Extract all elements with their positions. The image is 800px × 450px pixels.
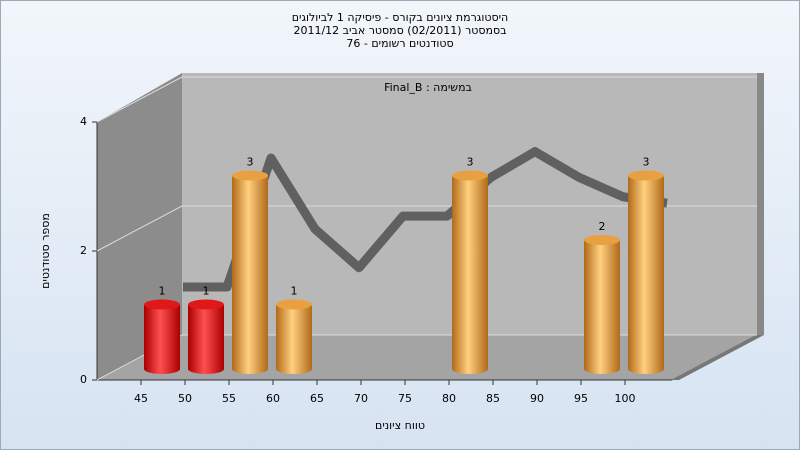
- value-label: 2: [599, 220, 606, 233]
- bar-top: [144, 299, 180, 310]
- annotation: Final_B : במשימה: [384, 81, 472, 94]
- value-label: 3: [643, 156, 650, 169]
- value-label: 3: [467, 156, 474, 169]
- grid-line: [96, 334, 757, 381]
- x-tick-label: 65: [310, 392, 324, 405]
- grid-line: [96, 205, 757, 252]
- x-tick-label: 100: [615, 392, 636, 405]
- grid-line: [96, 76, 757, 123]
- bar-top: [452, 170, 488, 181]
- value-label: 1: [203, 285, 210, 298]
- chart-title: היסטוגרמת ציונים בקורס - פיסיקה 1 לביולו…: [292, 11, 509, 24]
- y-axis-label: מספר סטודנטים: [39, 213, 52, 289]
- x-tick-label: 80: [442, 392, 456, 405]
- bar: [452, 175, 488, 374]
- bar: [276, 304, 312, 374]
- bar-top: [628, 170, 664, 181]
- chart-subtitle: סטודנטים רשומים - 76: [346, 37, 453, 50]
- x-tick-label: 50: [178, 392, 192, 405]
- value-label: 1: [159, 285, 166, 298]
- x-tick-label: 45: [134, 392, 148, 405]
- chart-subtitle: בסמסטר (02/2011) סמסטר אביב 2011/12: [293, 24, 506, 37]
- y-tick-label: 2: [80, 244, 87, 257]
- y-tick-label: 0: [80, 373, 87, 386]
- bar-top: [276, 299, 312, 310]
- x-tick-label: 55: [222, 392, 236, 405]
- bar: [584, 240, 620, 374]
- bar: [628, 175, 664, 374]
- x-tick-label: 70: [354, 392, 368, 405]
- floor-edge: [672, 335, 764, 380]
- x-axis-label: טווח ציונים: [375, 419, 425, 432]
- bar: [144, 304, 180, 374]
- bar-top: [232, 170, 268, 181]
- x-tick-label: 75: [398, 392, 412, 405]
- y-tick-label: 4: [80, 115, 87, 128]
- bar: [232, 175, 268, 374]
- bar: [188, 304, 224, 374]
- bar-top: [584, 235, 620, 245]
- x-tick-label: 90: [530, 392, 544, 405]
- x-tick-label: 95: [574, 392, 588, 405]
- x-tick-label: 60: [266, 392, 280, 405]
- value-label: 1: [291, 285, 298, 298]
- bar-top: [188, 299, 224, 310]
- value-label: 3: [247, 156, 254, 169]
- wall-edge: [757, 73, 764, 335]
- x-tick-label: 85: [486, 392, 500, 405]
